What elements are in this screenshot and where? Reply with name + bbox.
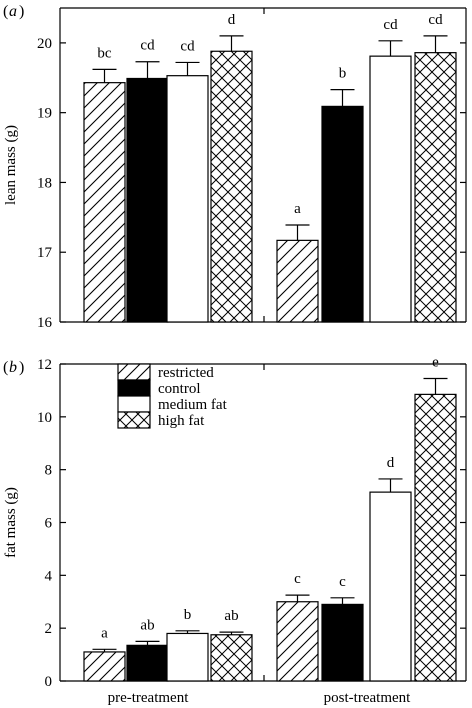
- chart-b: 0 2 4 6 8 10 12 fat mass (g) a c ab c b d ab e pre-treat…: [3, 355, 467, 706]
- bar: [126, 77, 169, 323]
- significance-letter: cd: [428, 12, 443, 28]
- chart-a: 16 17 18 19 20 lean mass (g) bc a cd b cd cd d cd: [3, 7, 467, 331]
- significance-letter: c: [294, 571, 301, 587]
- significance-letter: ab: [224, 608, 238, 624]
- y-tick-label: 6: [45, 516, 53, 532]
- bar: [321, 105, 364, 323]
- legend-swatch: [117, 379, 151, 397]
- legend-swatch: [117, 411, 151, 429]
- bar: [126, 644, 169, 682]
- y-tick-label: 4: [45, 568, 53, 584]
- y-tick-label: 12: [37, 357, 52, 373]
- panel-a: ( a ) 16 17 18 19 20 lean mass (g) bc a cd b cd cd d…: [3, 3, 467, 331]
- panel-b-label: b: [9, 359, 17, 376]
- y-tick-label: 18: [37, 175, 52, 191]
- significance-letter: d: [387, 455, 395, 471]
- significance-letter: c: [339, 574, 346, 590]
- bar: [414, 52, 457, 323]
- significance-letter: d: [228, 12, 236, 28]
- panel-a-label: a: [9, 3, 17, 20]
- panel-b: ( b ) 0 2 4 6 8 10 12 fat mass (g) a c ab c b d ab e pre…: [3, 355, 467, 706]
- significance-letter: a: [294, 201, 301, 217]
- group-label: pre-treatment: [108, 690, 190, 706]
- bar: [276, 601, 319, 682]
- y-axis-title: lean mass (g): [3, 125, 19, 205]
- bar: [276, 239, 319, 323]
- bar: [321, 603, 364, 682]
- group-label: post-treatment: [324, 690, 411, 706]
- bar: [210, 50, 253, 323]
- legend-swatch: [117, 363, 151, 381]
- bar: [166, 632, 209, 682]
- panel-a-close-paren: ): [19, 3, 24, 20]
- y-tick-label: 0: [45, 674, 53, 690]
- significance-letter: a: [101, 625, 108, 641]
- significance-letter: cd: [383, 17, 398, 33]
- significance-letter: ab: [140, 617, 154, 633]
- legend-swatch: [117, 395, 151, 413]
- bar: [83, 82, 126, 323]
- y-tick-label: 20: [37, 36, 52, 52]
- legend-label: restricted: [158, 365, 214, 381]
- bar: [414, 393, 457, 682]
- significance-letter: e: [432, 355, 439, 371]
- legend-label: medium fat: [158, 397, 228, 413]
- significance-letter: cd: [140, 38, 155, 54]
- significance-letter: cd: [180, 38, 195, 54]
- y-tick-label: 2: [45, 621, 53, 637]
- panel-b-open-paren: (: [3, 359, 8, 376]
- y-tick-label: 8: [45, 463, 53, 479]
- y-tick-label: 16: [37, 315, 53, 331]
- bar: [83, 651, 126, 682]
- legend-label: high fat: [158, 413, 205, 429]
- y-tick-label: 10: [37, 410, 52, 426]
- y-axis-title: fat mass (g): [3, 487, 19, 558]
- significance-letter: b: [184, 607, 192, 623]
- significance-letter: bc: [97, 45, 112, 61]
- panel-a-open-paren: (: [3, 3, 8, 20]
- bar: [369, 55, 412, 323]
- legend-label: control: [158, 381, 201, 397]
- y-tick-label: 17: [37, 245, 53, 261]
- bar: [166, 75, 209, 323]
- y-tick-label: 19: [37, 106, 52, 122]
- panel-b-close-paren: ): [19, 359, 24, 376]
- significance-letter: b: [339, 66, 347, 82]
- bar: [210, 634, 253, 682]
- bar: [369, 491, 412, 682]
